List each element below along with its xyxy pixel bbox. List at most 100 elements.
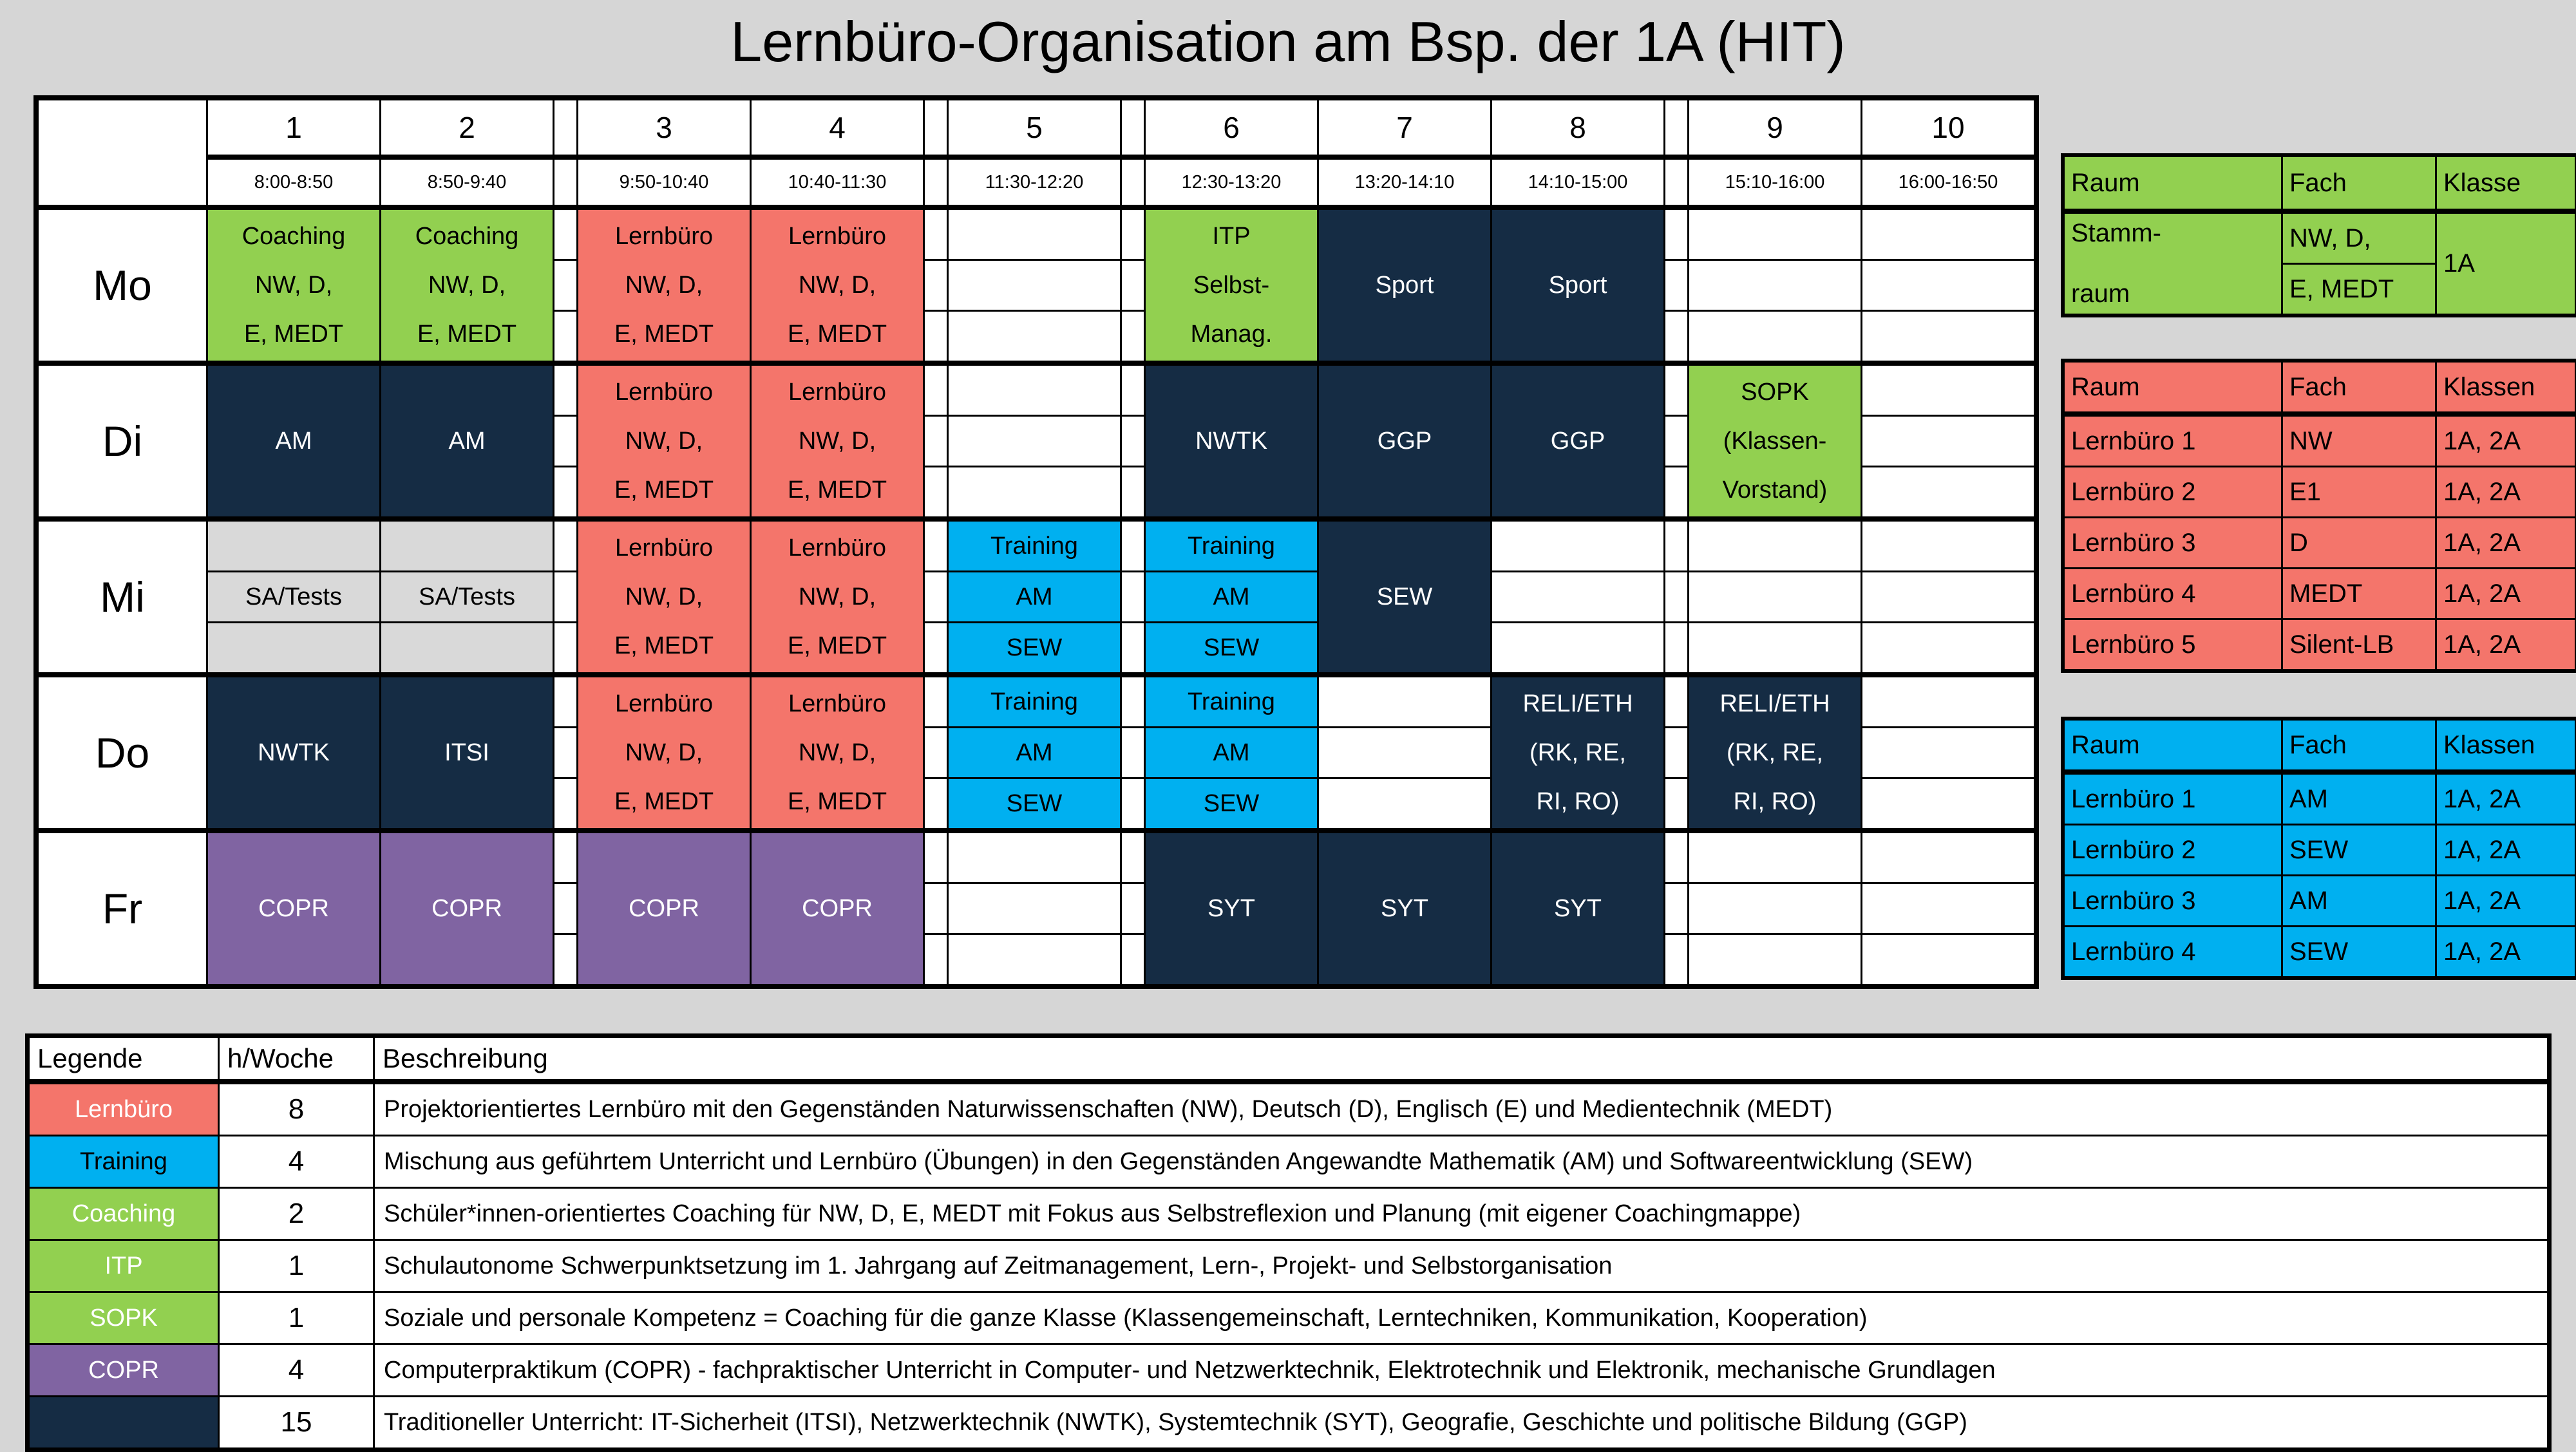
- legend-description: Schüler*innen-orientiertes Coaching für …: [375, 1189, 2547, 1239]
- gap-cell: [1665, 884, 1687, 933]
- empty-cell: [1862, 677, 2034, 726]
- stammraum-table: Raum Fach Klasse Stamm- raum NW, D, E, M…: [2061, 153, 2576, 317]
- room-table-cell: NW: [2283, 417, 2435, 466]
- header-gap-cell: [554, 100, 576, 155]
- legend-description: Mischung aus geführtem Unterricht und Le…: [375, 1136, 2547, 1187]
- empty-cell: [949, 366, 1120, 415]
- room-table-cell: 1A, 2A: [2437, 825, 2575, 874]
- timetable-cell-line: Coaching: [242, 223, 346, 250]
- training-rooms-table: Raum Fach Klassen Lernbüro 1 AM 1A, 2A Lernbür…: [2061, 717, 2576, 980]
- timetable-cell-line: AM: [275, 428, 312, 455]
- timetable-cell-Mo-4: Lernbüro NW, D, E, MEDT: [752, 210, 923, 361]
- empty-cell: [1689, 833, 1861, 882]
- timetable-cell-line: Lernbüro: [788, 223, 887, 250]
- legend-description: Soziale und personale Kompetenz = Coachi…: [375, 1293, 2547, 1343]
- timetable-subcell-Mi-1: [208, 522, 379, 570]
- timetable-cell-Mo-2: Coaching NW, D, E, MEDT: [381, 210, 553, 361]
- timetable-cell-Fr-6: SYT: [1146, 833, 1317, 984]
- period-time: 8:50-9:40: [381, 160, 553, 205]
- room-table-cell: Lernbüro 4: [2065, 569, 2281, 618]
- gap-cell: [1122, 261, 1144, 310]
- period-number: 9: [1689, 100, 1861, 155]
- timetable-cell-line: SYT: [1208, 895, 1255, 922]
- period-number: 10: [1862, 100, 2034, 155]
- timetable-cell-line: RI, RO): [1536, 788, 1620, 815]
- timetable-cell-line: GGP: [1550, 428, 1605, 455]
- timetable-cell-line: Vorstand): [1722, 476, 1828, 504]
- empty-cell: [1862, 935, 2034, 984]
- timetable-cell-line: Lernbüro: [788, 379, 887, 406]
- timetable-cell-line: E, MEDT: [787, 476, 887, 504]
- day-label: Do: [39, 677, 206, 828]
- timetable-cell-line: RELI/ETH: [1719, 690, 1830, 717]
- timetable-cell-line: (Klassen-: [1723, 428, 1827, 455]
- empty-cell: [1862, 261, 2034, 310]
- gap-cell: [554, 623, 576, 672]
- timetable-corner-cell: [39, 100, 206, 205]
- gap-cell: [925, 417, 947, 466]
- day-label: Di: [39, 366, 206, 516]
- gap-cell: [554, 261, 576, 310]
- timetable-cell-line: ITP: [1212, 223, 1251, 250]
- timetable-subcell-Mi-2: [381, 522, 553, 570]
- timetable-cell-Do-9: RELI/ETH (RK, RE, RI, RO): [1689, 677, 1861, 828]
- empty-cell: [1319, 677, 1490, 726]
- empty-cell: [1319, 728, 1490, 777]
- empty-cell: [949, 467, 1120, 516]
- gap-cell: [925, 677, 947, 726]
- timetable-subcell-Mi-5: AM: [949, 572, 1120, 621]
- timetable-cell-line: Sport: [1548, 272, 1607, 299]
- timetable-cell-Di-9: SOPK (Klassen- Vorstand): [1689, 366, 1861, 516]
- stammraum-raum-line1: Stamm-: [2071, 219, 2161, 247]
- empty-cell: [949, 417, 1120, 466]
- stammraum-header-fach: Fach: [2283, 157, 2435, 209]
- room-table-cell: Lernbüro 4: [2065, 927, 2281, 976]
- timetable-cell-Do-3: Lernbüro NW, D, E, MEDT: [578, 677, 750, 828]
- legend-swatch-ITP: ITP: [30, 1241, 218, 1291]
- timetable-cell-Fr-1: COPR: [208, 833, 379, 984]
- empty-cell: [1319, 779, 1490, 828]
- timetable-cell-line: Lernbüro: [788, 534, 887, 561]
- gap-cell: [554, 417, 576, 466]
- header-gap-cell: [925, 100, 947, 155]
- timetable-cell-line: NWTK: [1195, 428, 1267, 455]
- day-label: Fr: [39, 833, 206, 984]
- empty-cell: [1862, 417, 2034, 466]
- timetable-cell-line: Lernbüro: [614, 223, 714, 250]
- gap-cell: [554, 677, 576, 726]
- gap-cell: [925, 728, 947, 777]
- legend-hours: 15: [220, 1397, 373, 1447]
- timetable-cell-line: Selbst-: [1193, 272, 1270, 299]
- timetable-cell-line: COPR: [629, 895, 699, 922]
- empty-cell: [949, 833, 1120, 882]
- period-time: 10:40-11:30: [752, 160, 923, 205]
- gap-cell: [1122, 833, 1144, 882]
- timetable-cell-line: E, MEDT: [787, 788, 887, 815]
- timetable-cell-line: NW, D,: [798, 428, 876, 455]
- empty-cell: [1492, 572, 1663, 621]
- room-table-cell: Lernbüro 2: [2065, 825, 2281, 874]
- gap-cell: [1665, 623, 1687, 672]
- gap-cell: [1665, 366, 1687, 415]
- room-table-header: Fach: [2283, 363, 2435, 411]
- timetable-cell-line: GGP: [1377, 428, 1432, 455]
- timetable-cell-line: SOPK: [1741, 379, 1809, 406]
- empty-cell: [1862, 623, 2034, 672]
- timetable-cell-line: E, MEDT: [787, 632, 887, 659]
- period-time: 12:30-13:20: [1146, 160, 1317, 205]
- period-time: 11:30-12:20: [949, 160, 1120, 205]
- header-gap-cell: [1122, 100, 1144, 155]
- timetable-cell-line: COPR: [802, 895, 873, 922]
- period-time: 8:00-8:50: [208, 160, 379, 205]
- period-time: 14:10-15:00: [1492, 160, 1663, 205]
- timetable-cell-line: RI, RO): [1733, 788, 1817, 815]
- room-table-cell: 1A, 2A: [2437, 569, 2575, 618]
- room-table-header: Klassen: [2437, 363, 2575, 411]
- gap-cell: [1122, 210, 1144, 259]
- empty-cell: [1862, 312, 2034, 361]
- timetable-cell-line: NWTK: [258, 739, 330, 766]
- empty-cell: [1492, 623, 1663, 672]
- timetable-cell-line: COPR: [431, 895, 502, 922]
- timetable-cell-line: NW, D,: [254, 272, 333, 299]
- timetable-cell-line: AM: [448, 428, 486, 455]
